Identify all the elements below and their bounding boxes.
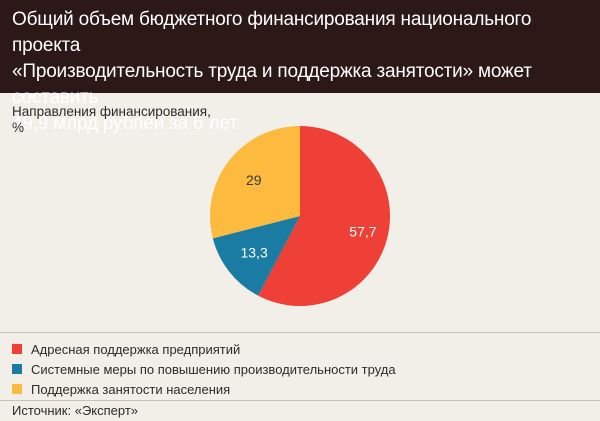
legend-label: Поддержка занятости населения (31, 381, 231, 397)
chart-subtitle: Направления финансирования, % (12, 104, 212, 136)
legend-swatch-yellow (12, 384, 22, 394)
legend-label: Системные меры по повышению производител… (31, 361, 396, 377)
slice-systemic-measures (212, 216, 300, 296)
legend-item-enterprise-support: Адресная поддержка предприятий (12, 339, 396, 359)
legend-swatch-blue (12, 364, 22, 374)
chart-title-line-2: «Производительность труда и поддержка за… (12, 61, 532, 108)
legend-divider-top (0, 332, 600, 333)
legend-divider-bottom (0, 400, 600, 401)
legend-label: Адресная поддержка предприятий (31, 341, 241, 357)
legend-swatch-red (12, 344, 22, 354)
subtitle-line-2: % (12, 120, 25, 135)
slice-employment-support (210, 126, 300, 239)
slice-enterprise-support (258, 126, 390, 306)
legend-item-employment-support: Поддержка занятости населения (12, 379, 396, 399)
chart-header: Общий объем бюджетного финансирования на… (0, 0, 600, 134)
source-note: Источник: «Эксперт» (12, 403, 139, 418)
subtitle-line-1: Направления финансирования, (12, 104, 211, 119)
chart-legend: Адресная поддержка предприятий Системные… (12, 339, 396, 399)
slice-value-label: 29 (246, 172, 262, 188)
chart-title-line-3: 49,9 млрд рублей за 6 лет (12, 113, 238, 134)
chart-title-line-1: Общий объем бюджетного финансирования на… (12, 9, 532, 56)
slice-value-label: 13,3 (240, 244, 267, 260)
legend-item-systemic-measures: Системные меры по повышению производител… (12, 359, 396, 379)
slice-value-label: 57,7 (349, 224, 376, 240)
pie-chart: 57,7 13,3 29 (210, 126, 390, 306)
